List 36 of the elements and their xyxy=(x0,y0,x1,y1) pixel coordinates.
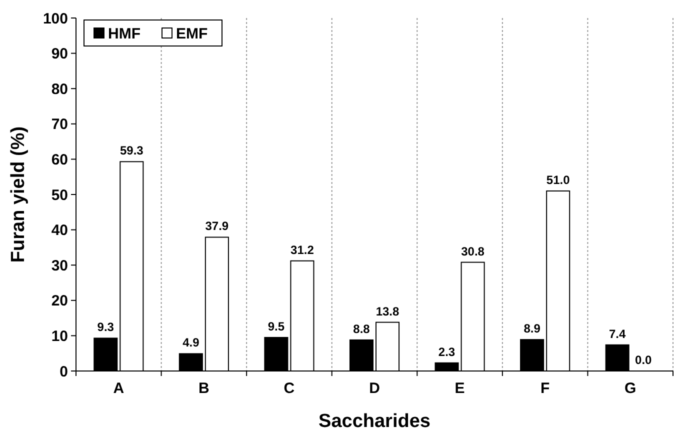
y-tick-label: 0 xyxy=(60,363,68,380)
x-tick-label: G xyxy=(624,380,636,397)
x-tick-label: F xyxy=(540,380,550,397)
text: 7.4 xyxy=(609,326,626,341)
text: 31.2 xyxy=(290,242,314,257)
text: 0.0 xyxy=(635,353,652,367)
x-tick-label: C xyxy=(284,380,295,397)
y-tick-label: 90 xyxy=(51,46,68,63)
y-tick-label: 100 xyxy=(42,10,68,28)
y-tick-label: 10 xyxy=(51,328,68,345)
text: 13.8 xyxy=(376,304,400,318)
y-axis-title: Furan yield (%) xyxy=(8,126,29,263)
text: 9.5 xyxy=(268,319,285,334)
y-tick-label: 40 xyxy=(51,222,68,240)
text: 51.0 xyxy=(546,172,570,187)
legend-label: EMF xyxy=(176,25,208,42)
x-tick-label: E xyxy=(454,380,465,397)
text: 8.9 xyxy=(524,322,540,336)
y-tick-label: 80 xyxy=(51,80,68,98)
text: 59.3 xyxy=(120,144,144,158)
text: 30.8 xyxy=(461,244,484,258)
text: 2.3 xyxy=(438,344,456,359)
x-axis-title: Saccharides xyxy=(318,411,430,432)
x-tick-label: B xyxy=(198,380,210,397)
text: 8.8 xyxy=(353,322,370,336)
y-tick-label: 30 xyxy=(51,257,68,274)
legend-label: HMF xyxy=(108,25,140,42)
x-tick-label: D xyxy=(369,380,380,397)
y-tick-label: 60 xyxy=(51,151,68,168)
text: 9.3 xyxy=(97,320,114,334)
y-tick-label: 20 xyxy=(51,292,68,310)
text: 37.9 xyxy=(205,219,229,234)
y-tick-label: 70 xyxy=(51,116,68,134)
text: 4.9 xyxy=(182,336,200,350)
x-tick-label: A xyxy=(113,380,124,397)
y-tick-label: 50 xyxy=(51,186,68,204)
